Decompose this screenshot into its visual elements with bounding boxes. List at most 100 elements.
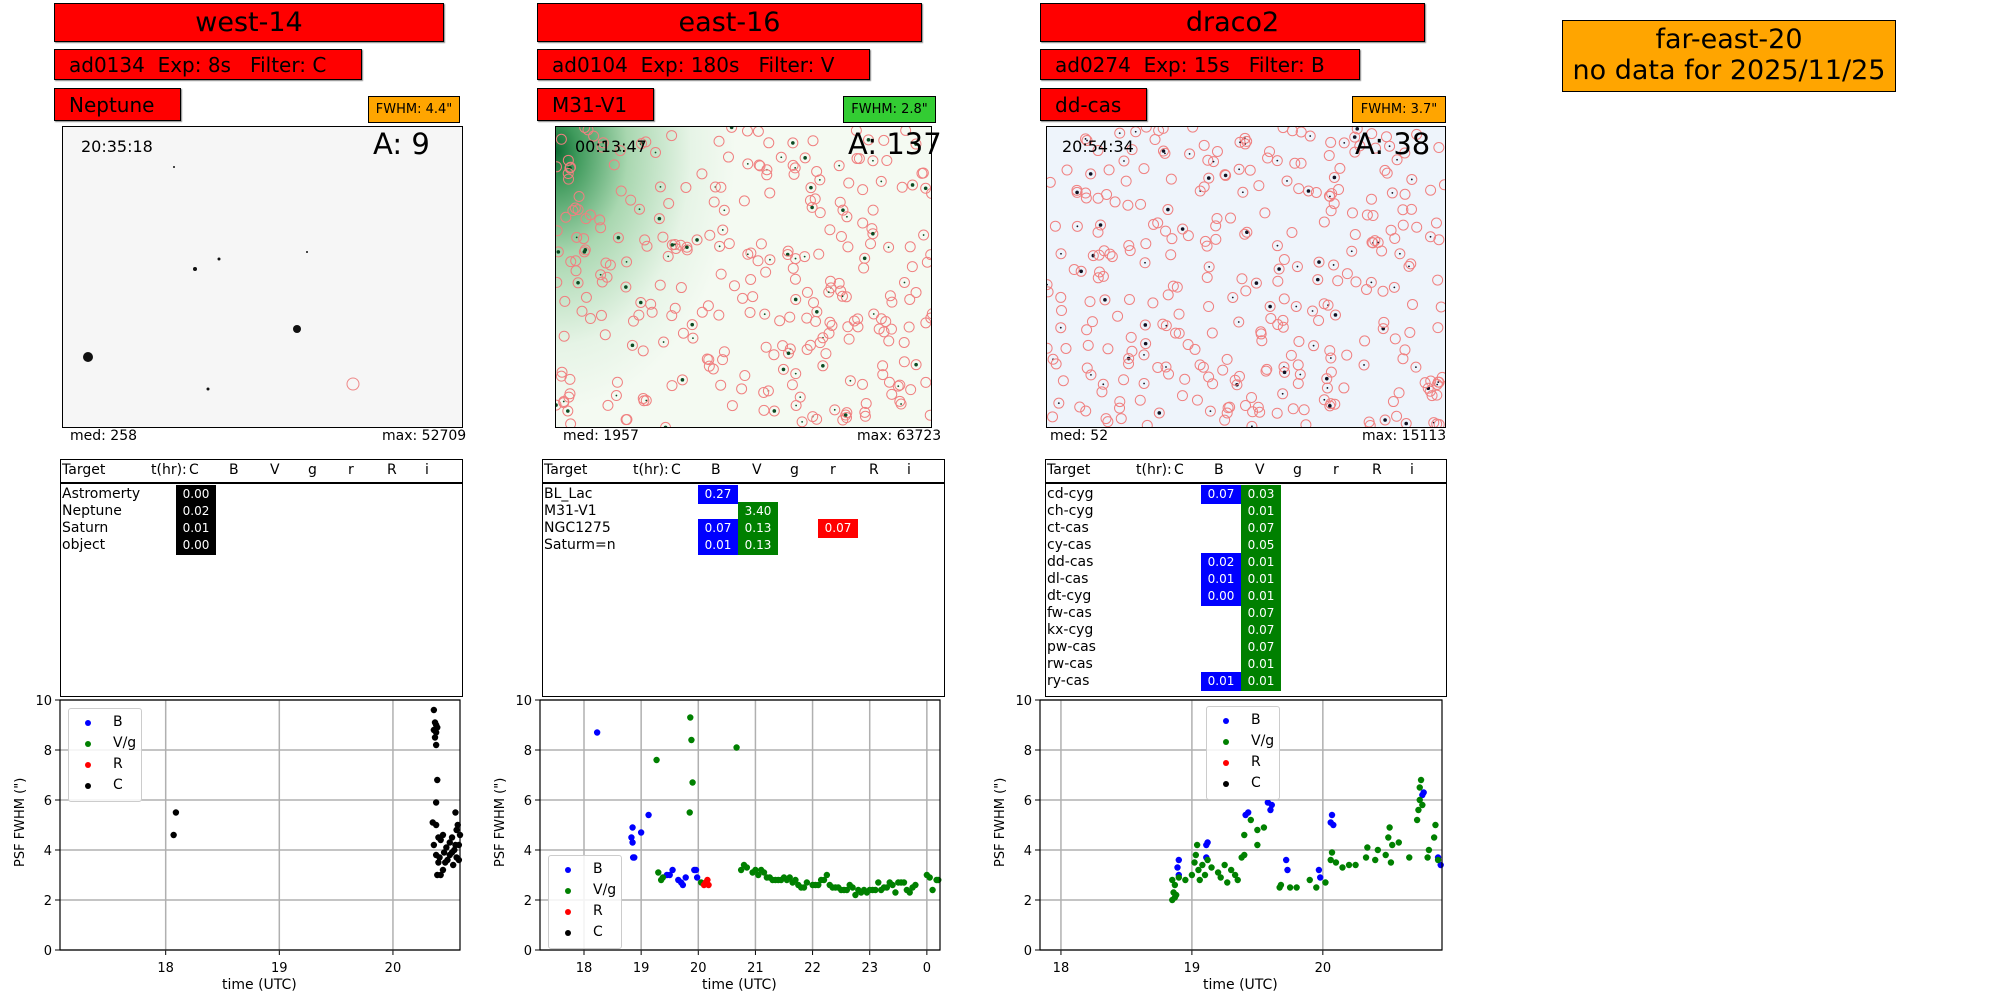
legend-label: B (113, 714, 123, 730)
column-header: V (752, 462, 762, 478)
detection-circle (1424, 385, 1436, 397)
detection-circle (1433, 419, 1445, 427)
detection-circle (904, 241, 916, 253)
star (838, 164, 841, 167)
star (841, 208, 845, 212)
detection-circle (1099, 294, 1111, 306)
detection-circle (790, 368, 802, 380)
detection-circle (835, 230, 847, 242)
detection-circle (621, 256, 633, 268)
detection-circle (1341, 349, 1353, 361)
detection-circle (1378, 316, 1390, 328)
detection-circle (626, 339, 638, 351)
detection-circle (1387, 396, 1399, 408)
star (785, 252, 790, 257)
data-point-c (449, 861, 457, 869)
legend-label: V/g (1251, 733, 1275, 749)
detection-circle (1237, 186, 1249, 198)
detection-circle (906, 261, 918, 273)
detection-circle (896, 181, 908, 193)
exposure-hours-cell: 0.07 (1241, 604, 1281, 623)
detection-circle (755, 238, 767, 250)
detection-circle (1259, 207, 1271, 219)
star (1404, 421, 1409, 426)
detection-circle (569, 202, 581, 214)
detection-circle (1106, 251, 1118, 263)
star (695, 238, 699, 242)
detection-circle (784, 311, 796, 323)
table-row: ry-cas 0.01 0.01 (1046, 672, 1446, 691)
data-point-b (593, 729, 601, 736)
data-point-v-g (1372, 856, 1379, 864)
data-point-c (443, 844, 450, 851)
column-header: Target (62, 462, 106, 478)
detection-circle (1313, 315, 1325, 327)
detection-circle (346, 377, 360, 391)
plot-frame (1039, 699, 1443, 951)
detection-circle (920, 317, 931, 329)
data-point-v-g (912, 881, 919, 889)
detection-circle (843, 333, 855, 345)
sky-image[interactable] (62, 126, 463, 428)
detection-circle (1404, 327, 1416, 339)
detection-circle (1272, 275, 1284, 287)
detection-circle (562, 168, 574, 180)
detection-circle (608, 159, 620, 171)
detection-circle (709, 181, 721, 193)
detection-circle (1163, 368, 1175, 380)
star (1410, 178, 1413, 181)
exposure-hours-cell: 0.01 (1241, 655, 1281, 674)
detection-circle (886, 388, 898, 400)
data-point-v-g (849, 884, 856, 891)
sky-image[interactable] (1046, 126, 1446, 428)
detection-circle (1204, 405, 1216, 417)
star (1311, 310, 1314, 312)
detection-circle (1097, 378, 1109, 390)
detection-circle (615, 185, 627, 197)
data-point-v-g (1413, 816, 1421, 824)
legend-label: B (593, 861, 603, 877)
exposure-hours-cell: 0.01 (1201, 672, 1241, 691)
detection-circle (1219, 169, 1231, 181)
detection-circle (1318, 216, 1330, 228)
detection-circle (881, 155, 893, 167)
detection-circle (904, 293, 916, 305)
detection-circle (898, 276, 910, 288)
detection-circle (1239, 228, 1251, 240)
detection-circle (595, 269, 607, 281)
detection-circle (1286, 127, 1298, 137)
detection-circle (625, 194, 637, 206)
detection-circle (1203, 261, 1215, 273)
sky-image[interactable] (555, 126, 932, 428)
detection-circle (758, 404, 770, 416)
detection-circle (1100, 413, 1112, 425)
detection-circle (1157, 145, 1169, 157)
column-header: C (671, 462, 681, 478)
data-point-v-g (883, 884, 891, 891)
detection-circle (1325, 366, 1337, 378)
star (1286, 180, 1288, 182)
detection-circle (1055, 322, 1067, 334)
detection-circle (1139, 257, 1151, 269)
detection-circle (924, 409, 931, 421)
data-point-b (629, 824, 636, 831)
star (1377, 241, 1380, 244)
detection-circle (715, 379, 727, 391)
detection-circle (1093, 249, 1105, 261)
detection-circle (833, 160, 845, 172)
data-point-v-g (743, 864, 751, 871)
star (799, 396, 802, 399)
detection-circle (805, 182, 817, 194)
data-point-v-g (1193, 841, 1201, 849)
x-tick-label: 18 (1053, 961, 1070, 976)
detection-circle (1265, 312, 1277, 324)
detection-circle (1210, 220, 1222, 232)
detection-circle (895, 398, 907, 410)
data-point-c (434, 776, 441, 784)
detection-circle (925, 249, 931, 261)
detection-circle (1285, 349, 1297, 361)
detection-circle (1399, 188, 1411, 200)
data-point-c (452, 841, 459, 849)
star (582, 250, 587, 254)
data-point-v-g (1395, 839, 1402, 846)
